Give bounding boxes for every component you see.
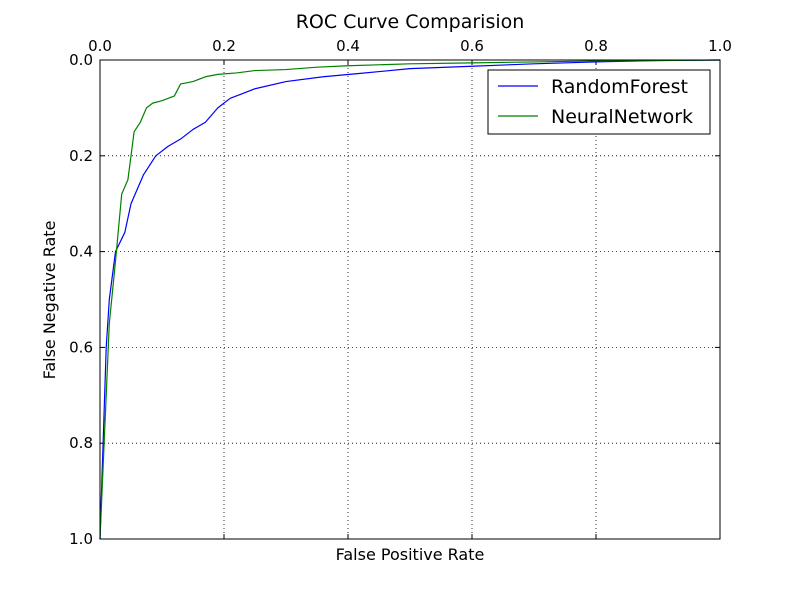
x-axis-label: False Positive Rate [336, 545, 485, 564]
y-tick-label: 1.0 [69, 530, 93, 548]
chart-title: ROC Curve Comparision [296, 11, 525, 33]
x-tick-label: 0.8 [584, 37, 608, 55]
y-tick-label: 0.2 [69, 147, 93, 165]
legend-label: NeuralNetwork [551, 106, 693, 128]
y-tick-label: 0.4 [69, 243, 93, 261]
plot-area: 0.0 0.2 0.4 0.6 0.8 1.0 0.0 0.2 0.4 0.6 0.8 1.0 Rand… [69, 37, 732, 548]
legend-label: RandomForest [551, 76, 688, 98]
y-axis-label: False Negative Rate [40, 221, 59, 380]
axes-frame [99, 59, 721, 540]
legend-box [487, 69, 711, 135]
y-tick-label: 0.0 [69, 51, 93, 69]
x-tick-label: 0.6 [460, 37, 484, 55]
legend: RandomForest NeuralNetwork [487, 69, 711, 135]
series-line-neuralnetwork [99, 59, 721, 540]
y-tick-label: 0.8 [69, 434, 93, 452]
x-tick-label: 0.0 [88, 37, 112, 55]
y-tick-label: 0.6 [69, 338, 93, 356]
x-tick-label: 0.2 [212, 37, 236, 55]
x-tick-label: 1.0 [708, 37, 732, 55]
x-tick-label: 0.4 [336, 37, 360, 55]
